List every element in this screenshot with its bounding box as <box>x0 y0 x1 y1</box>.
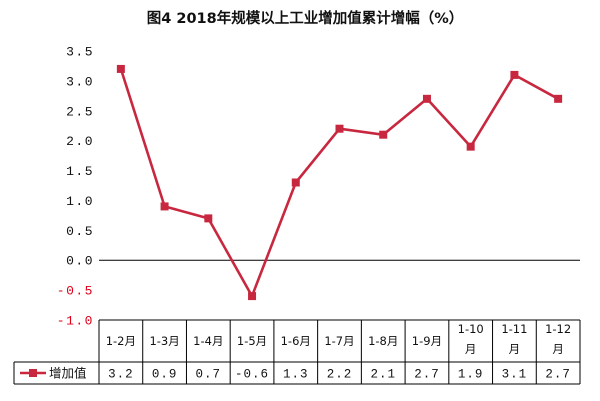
x-category-label: 1-4月 <box>193 334 223 348</box>
chart-title: 图4 2018年规模以上工业增加值累计增幅（%） <box>147 9 464 27</box>
data-point <box>160 202 169 211</box>
data-table: 1-2月 1-3月 1-4月 1-5月 1-6月 1-7月 1-8月 1-9月 1-10 月 1-1… <box>13 319 581 385</box>
x-category-label: 1-12 月 <box>545 322 571 356</box>
data-point <box>554 94 563 103</box>
table-value-cell: 1.9 <box>458 368 484 382</box>
table-value-cell: -0.6 <box>235 368 269 382</box>
table-value-cell: 2.2 <box>327 368 353 382</box>
y-tick-label: 3.0 <box>66 74 94 89</box>
table-value-cell: 3.2 <box>108 368 134 382</box>
table-value-cell: 2.1 <box>370 368 396 382</box>
x-category-label: 1-5月 <box>237 334 267 348</box>
table-value-cell: 3.1 <box>502 368 528 382</box>
data-point <box>204 214 213 223</box>
y-tick-label: 0.5 <box>66 224 94 239</box>
legend-marker <box>29 369 37 377</box>
y-tick-label: -0.5 <box>57 284 94 299</box>
x-category-label: 1-9月 <box>412 334 442 348</box>
table-value-cell: 0.9 <box>152 368 178 382</box>
data-point <box>335 124 344 133</box>
x-category-label: 1-7月 <box>324 334 354 348</box>
data-point <box>422 94 431 103</box>
x-category-label: 1-2月 <box>106 334 136 348</box>
series-zengjiazhi <box>116 64 563 301</box>
legend-label: 增加值 <box>49 366 87 381</box>
x-category-label: 1-6月 <box>281 334 311 348</box>
y-tick-label: 2.5 <box>66 104 94 119</box>
series-line <box>119 68 559 298</box>
data-point <box>291 178 300 187</box>
table-value-cell: 0.7 <box>196 368 222 382</box>
y-tick-label: 1.5 <box>66 164 94 179</box>
data-point <box>379 130 388 139</box>
data-point <box>248 292 257 301</box>
data-point <box>116 64 125 73</box>
table-value-cell: 2.7 <box>414 368 440 382</box>
y-tick-label: 3.5 <box>66 45 94 60</box>
data-point <box>466 142 475 151</box>
y-tick-label: 0.0 <box>66 254 94 269</box>
x-category-label: 1-8月 <box>368 334 398 348</box>
table-value-cell: 2.7 <box>545 368 571 382</box>
x-category-label: 1-11 月 <box>501 322 527 356</box>
y-tick-label: 1.0 <box>66 194 94 209</box>
y-tick-label: -1.0 <box>57 314 94 329</box>
x-category-label: 1-10 月 <box>458 322 484 356</box>
y-tick-label: 2.0 <box>66 134 94 149</box>
y-axis: 3.5 3.0 2.5 2.0 1.5 1.0 0.5 0.0 -0.5 -1.0 <box>57 45 94 329</box>
table-value-cell: 1.3 <box>283 368 309 382</box>
data-point <box>510 70 519 79</box>
x-category-label: 1-3月 <box>149 334 179 348</box>
